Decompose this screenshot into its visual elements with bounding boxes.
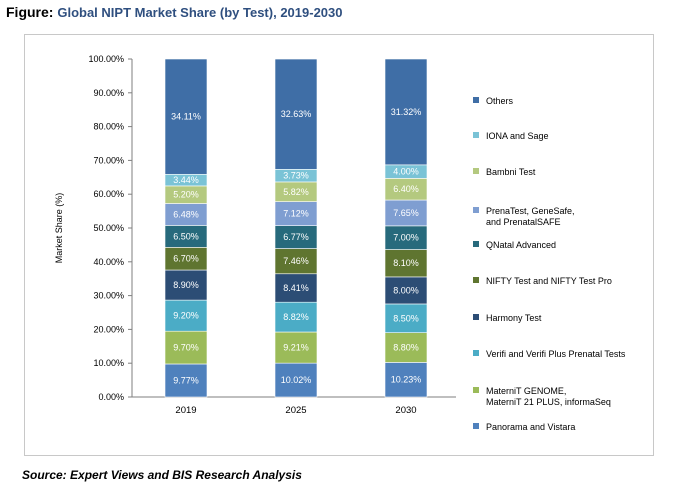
bar-segment [384, 199, 428, 227]
data-label: 9.77% [173, 375, 199, 385]
bar-segment [274, 201, 318, 226]
data-label: 9.21% [283, 343, 309, 353]
figure-title-lead: Figure: [6, 4, 54, 20]
bar-segment [384, 303, 428, 333]
bar-segment [274, 58, 318, 170]
legend-swatch [473, 207, 479, 213]
data-label: 7.65% [393, 208, 419, 218]
figure-title-text: Global NIPT Market Share (by Test), 2019… [57, 5, 343, 20]
legend-label: MaterniT GENOME, [486, 386, 566, 396]
legend-label: MaterniT 21 PLUS, informaSeq [486, 397, 611, 407]
y-axis-label: Market Share (%) [54, 193, 64, 264]
y-tick-label: 100.00% [88, 54, 124, 64]
legend-swatch [473, 277, 479, 283]
bar-segment [164, 58, 208, 175]
bar-segment [274, 362, 318, 398]
y-tick-label: 50.00% [93, 223, 124, 233]
legend-label: Harmony Test [486, 313, 542, 323]
data-label: 8.41% [283, 283, 309, 293]
figure-title: Figure: Global NIPT Market Share (by Tes… [6, 4, 343, 20]
bar-segment [164, 363, 208, 398]
legend-label: NIFTY Test and NIFTY Test Pro [486, 276, 612, 286]
data-label: 6.40% [393, 184, 419, 194]
data-label: 34.11% [171, 112, 201, 122]
legend-swatch [473, 350, 479, 356]
bar-segment [274, 331, 318, 364]
legend-swatch [473, 97, 479, 103]
bar-segment [384, 276, 428, 305]
legend-label: Others [486, 96, 514, 106]
data-label: 4.00% [393, 167, 419, 177]
y-tick-label: 20.00% [93, 324, 124, 334]
bar-segment [274, 248, 318, 275]
data-label: 7.46% [283, 256, 309, 266]
chart-frame [24, 34, 654, 456]
legend-label: Bambni Test [486, 167, 536, 177]
x-tick-label: 2019 [175, 405, 196, 416]
y-tick-label: 10.00% [93, 358, 124, 368]
data-label: 5.20% [173, 190, 199, 200]
legend-label: QNatal Advanced [486, 240, 556, 250]
y-tick-label: 30.00% [93, 291, 124, 301]
legend-swatch [473, 387, 479, 393]
bar-segment [274, 273, 318, 303]
data-label: 6.70% [173, 254, 199, 264]
legend-swatch [473, 423, 479, 429]
y-tick-label: 90.00% [93, 88, 124, 98]
legend-swatch [473, 168, 479, 174]
legend-label: Verifi and Verifi Plus Prenatal Tests [486, 349, 626, 359]
data-label: 6.77% [283, 232, 309, 242]
data-label: 10.02% [281, 375, 312, 385]
legend-label: PrenaTest, GeneSafe, [486, 206, 575, 216]
legend-label: IONA and Sage [486, 131, 549, 141]
data-label: 7.12% [283, 209, 309, 219]
data-label: 8.10% [393, 258, 419, 268]
bar-segment [164, 269, 208, 301]
data-label: 31.32% [391, 107, 422, 117]
data-label: 8.00% [393, 285, 419, 295]
data-label: 32.63% [281, 109, 312, 119]
y-tick-label: 80.00% [93, 122, 124, 132]
data-label: 8.82% [283, 312, 309, 322]
legend-label: Panorama and Vistara [486, 422, 575, 432]
data-label: 8.90% [173, 280, 199, 290]
y-tick-label: 70.00% [93, 155, 124, 165]
bar-segment [164, 299, 208, 332]
data-label: 8.80% [393, 343, 419, 353]
data-label: 9.20% [173, 311, 199, 321]
data-label: 5.82% [283, 187, 309, 197]
data-label: 3.44% [173, 175, 199, 185]
legend-label: and PrenatalSAFE [486, 217, 561, 227]
legend-swatch [473, 241, 479, 247]
x-tick-label: 2025 [285, 405, 306, 416]
bar-segment [384, 362, 428, 398]
bar-segment [164, 330, 208, 365]
figure-source: Source: Expert Views and BIS Research An… [22, 468, 302, 482]
data-label: 3.73% [283, 171, 309, 181]
y-tick-label: 60.00% [93, 189, 124, 199]
data-label: 9.70% [173, 343, 199, 353]
bar-segment [274, 301, 318, 333]
legend-swatch [473, 132, 479, 138]
bar-segment [384, 58, 428, 166]
data-label: 6.48% [173, 209, 199, 219]
x-tick-label: 2030 [395, 405, 416, 416]
data-label: 10.23% [391, 375, 422, 385]
data-label: 7.00% [393, 233, 419, 243]
data-label: 8.50% [393, 313, 419, 323]
y-tick-label: 0.00% [98, 392, 124, 402]
legend-swatch [473, 314, 479, 320]
y-tick-label: 40.00% [93, 257, 124, 267]
data-label: 6.50% [173, 231, 199, 241]
